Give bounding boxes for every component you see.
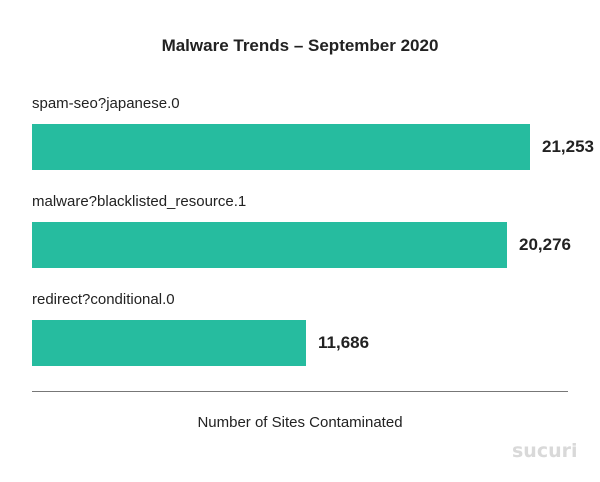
- x-axis-label: Number of Sites Contaminated: [197, 414, 403, 431]
- sucuri-logo-watermark: sucuri: [512, 438, 578, 462]
- category-label: spam-seo?japanese.0: [32, 95, 180, 112]
- bar: [32, 222, 507, 268]
- data-label: 20,276: [519, 235, 571, 254]
- category-label: redirect?conditional.0: [32, 291, 175, 308]
- data-label: 21,253: [542, 137, 594, 156]
- x-axis-line: [32, 391, 568, 392]
- category-label: malware?blacklisted_resource.1: [32, 193, 247, 210]
- bar: [32, 124, 530, 170]
- bar: [32, 320, 306, 366]
- data-label: 11,686: [318, 333, 370, 352]
- chart-title: Malware Trends – September 2020: [161, 36, 439, 55]
- svg-text:sucuri: sucuri: [512, 440, 578, 462]
